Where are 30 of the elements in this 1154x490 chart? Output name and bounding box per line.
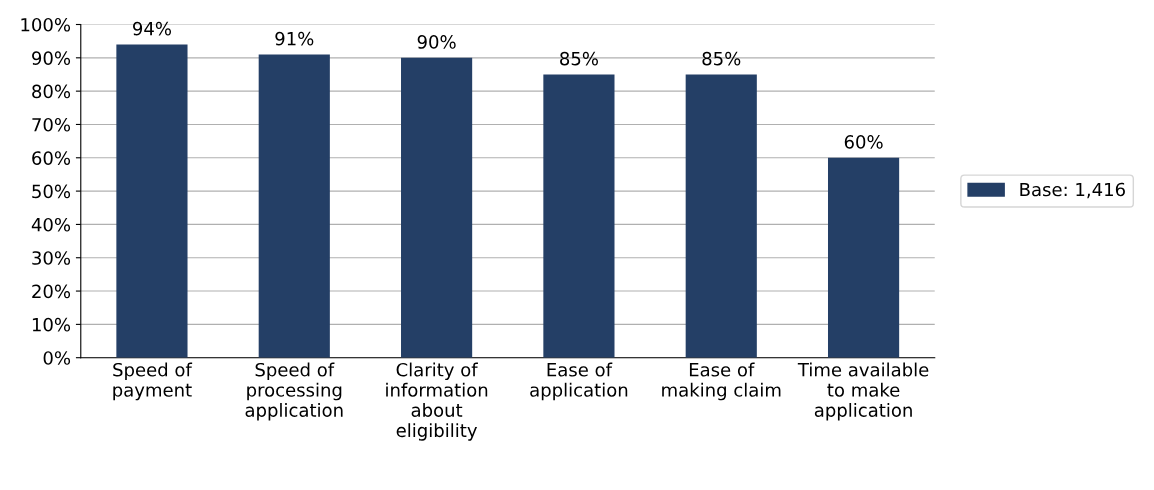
bar — [685, 74, 757, 358]
bar — [543, 74, 615, 358]
data-label: 90% — [417, 35, 456, 49]
bar — [401, 57, 473, 358]
bar — [258, 54, 330, 358]
y-tick-label: 80% — [32, 84, 71, 99]
bar — [116, 44, 188, 358]
y-tick-label: 10% — [32, 317, 71, 332]
x-tick-label: Speed of payment — [113, 362, 193, 401]
y-tick-label: 0% — [43, 351, 71, 365]
x-tick-label: Ease of making claim — [662, 362, 781, 401]
x-tick-label: Time available to make application — [797, 362, 929, 421]
data-label: 94% — [133, 21, 172, 36]
legend-label: Base: 1,416 — [1020, 182, 1125, 199]
y-tick-label: 70% — [32, 117, 71, 132]
y-tick-label: 50% — [32, 184, 71, 199]
data-label: 85% — [560, 51, 598, 66]
y-tick-label: 60% — [32, 151, 71, 165]
y-tick-label: 90% — [32, 51, 71, 65]
y-tick-label: 30% — [32, 251, 71, 265]
bar — [827, 157, 900, 358]
data-label: 91% — [275, 31, 314, 46]
x-tick-label: Ease of application — [530, 362, 628, 401]
x-tick-label: Speed of processing application — [245, 362, 343, 421]
data-label: 60% — [844, 135, 883, 149]
data-label: 85% — [702, 51, 741, 66]
y-tick-label: 100% — [21, 17, 71, 32]
y-tick-label: 20% — [32, 284, 71, 299]
y-tick-label: 40% — [31, 217, 71, 232]
x-tick-label: Clarity of information about eligibility — [386, 362, 488, 441]
